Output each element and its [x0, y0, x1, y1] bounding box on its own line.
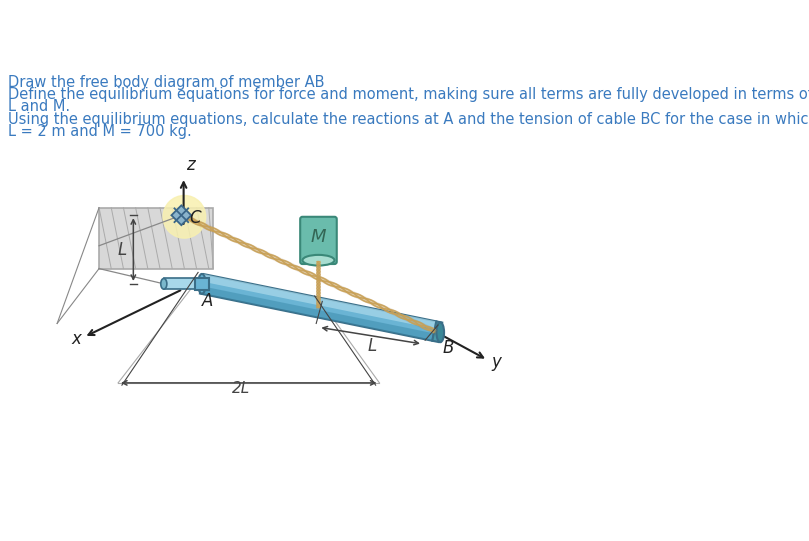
Ellipse shape — [436, 322, 444, 342]
Text: B: B — [443, 339, 454, 357]
Text: Define the equilibrium equations for force and moment, making sure all terms are: Define the equilibrium equations for for… — [7, 87, 809, 102]
Text: L and M.: L and M. — [7, 100, 70, 115]
Text: 2L: 2L — [231, 381, 250, 397]
Text: C: C — [189, 208, 201, 227]
Polygon shape — [163, 279, 197, 289]
Text: x: x — [72, 329, 82, 348]
Polygon shape — [200, 286, 434, 341]
Polygon shape — [195, 278, 209, 290]
Polygon shape — [172, 206, 191, 225]
Text: Using the equilibrium equations, calculate the reactions at A and the tension of: Using the equilibrium equations, calcula… — [7, 111, 809, 127]
Text: M: M — [311, 228, 326, 246]
Text: Draw the free body diagram of member AB: Draw the free body diagram of member AB — [7, 75, 324, 90]
FancyBboxPatch shape — [300, 217, 337, 264]
Text: L: L — [118, 241, 127, 259]
Text: y: y — [491, 353, 502, 371]
Text: A: A — [202, 292, 214, 309]
Ellipse shape — [198, 274, 205, 294]
Polygon shape — [202, 274, 436, 329]
Polygon shape — [432, 321, 443, 342]
Circle shape — [163, 195, 205, 238]
Polygon shape — [99, 208, 214, 268]
Text: L: L — [367, 337, 376, 355]
Text: z: z — [186, 156, 195, 174]
Ellipse shape — [303, 255, 334, 266]
Polygon shape — [200, 274, 436, 341]
Text: L = 2 m and M = 700 kg.: L = 2 m and M = 700 kg. — [7, 124, 192, 139]
Ellipse shape — [161, 279, 167, 289]
